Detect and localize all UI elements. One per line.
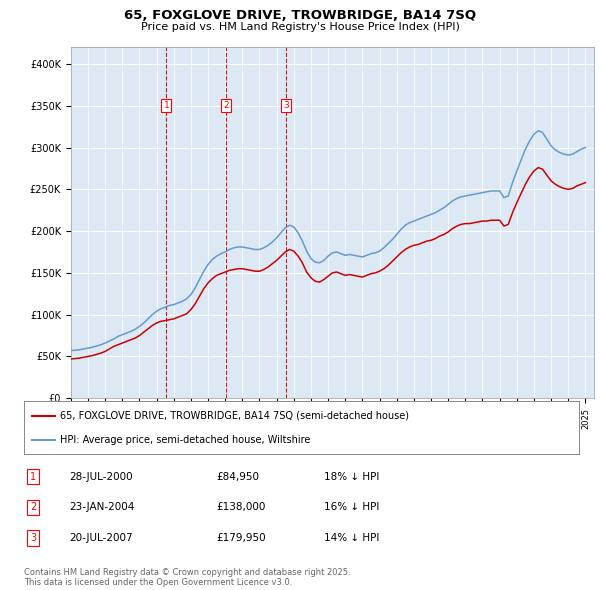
Text: 14% ↓ HPI: 14% ↓ HPI [324, 533, 379, 543]
Text: 18% ↓ HPI: 18% ↓ HPI [324, 472, 379, 481]
Text: 1: 1 [30, 472, 36, 481]
Text: 65, FOXGLOVE DRIVE, TROWBRIDGE, BA14 7SQ (semi-detached house): 65, FOXGLOVE DRIVE, TROWBRIDGE, BA14 7SQ… [60, 411, 409, 421]
Text: HPI: Average price, semi-detached house, Wiltshire: HPI: Average price, semi-detached house,… [60, 435, 310, 445]
Text: 28-JUL-2000: 28-JUL-2000 [69, 472, 133, 481]
Text: 3: 3 [283, 101, 289, 110]
Text: £138,000: £138,000 [216, 503, 265, 512]
Text: £179,950: £179,950 [216, 533, 266, 543]
Text: 65, FOXGLOVE DRIVE, TROWBRIDGE, BA14 7SQ: 65, FOXGLOVE DRIVE, TROWBRIDGE, BA14 7SQ [124, 9, 476, 22]
Text: 23-JAN-2004: 23-JAN-2004 [69, 503, 134, 512]
Text: £84,950: £84,950 [216, 472, 259, 481]
Text: Contains HM Land Registry data © Crown copyright and database right 2025.
This d: Contains HM Land Registry data © Crown c… [24, 568, 350, 587]
Text: 20-JUL-2007: 20-JUL-2007 [69, 533, 133, 543]
Text: 1: 1 [163, 101, 169, 110]
Text: Price paid vs. HM Land Registry's House Price Index (HPI): Price paid vs. HM Land Registry's House … [140, 22, 460, 32]
Text: 3: 3 [30, 533, 36, 543]
Text: 16% ↓ HPI: 16% ↓ HPI [324, 503, 379, 512]
Text: 2: 2 [30, 503, 36, 512]
Text: 2: 2 [224, 101, 229, 110]
